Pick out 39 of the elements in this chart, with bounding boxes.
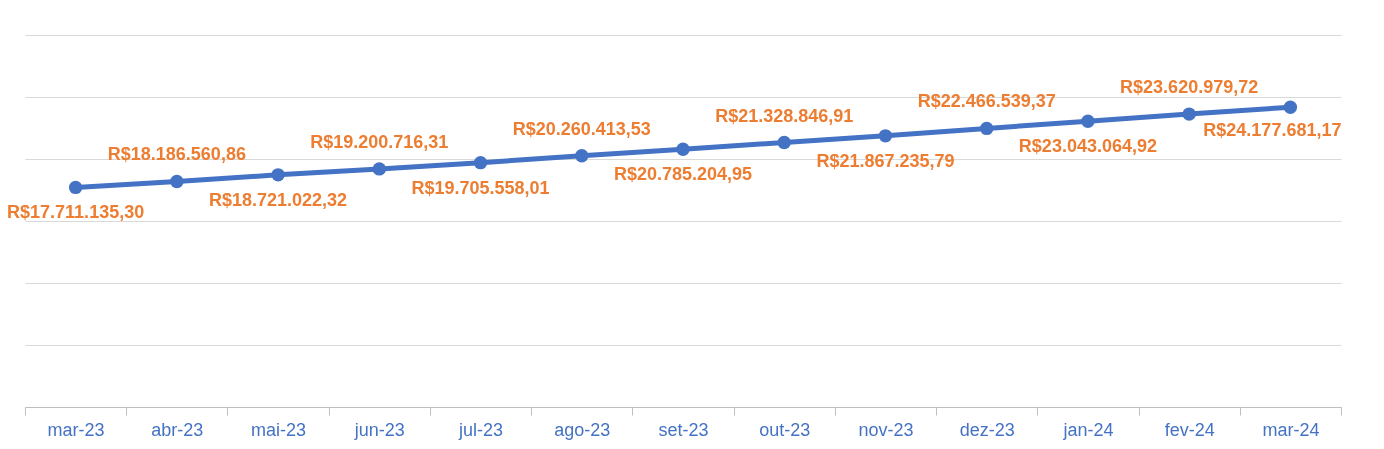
data-label: R$23.043.064,92 [1018,136,1157,157]
data-label: R$24.177.681,17 [1203,120,1342,141]
x-tick-label: abr-23 [151,419,204,440]
data-label: R$18.721.022,32 [209,189,348,210]
data-label: R$17.711.135,30 [7,202,145,223]
point [170,174,184,189]
point [979,121,994,136]
data-label: R$20.785.204,95 [613,164,753,185]
data-label: R$23.620.979,72 [1120,77,1259,98]
data-label: R$19.200.716,31 [310,131,449,152]
x-tick-label: mai-23 [251,419,307,440]
point [777,135,791,150]
x-tick-label: set-23 [658,419,709,440]
x-tick-label: jun-23 [353,419,405,440]
x-tick-label: mar-23 [47,419,105,440]
data-label: R$22.466.539,37 [917,91,1056,112]
point [1182,107,1196,121]
data-label: R$21.867.235,79 [816,150,955,171]
x-tick-label: jul-23 [458,419,504,440]
point [676,142,690,156]
point [372,162,387,176]
point [1081,114,1095,128]
data-label: R$21.328.846,91 [715,105,854,126]
data-label: R$20.260.413,53 [512,118,651,139]
point [473,155,488,170]
point [575,149,589,163]
x-tick-label: dez-23 [959,419,1015,440]
x-tick-label: nov-23 [858,419,914,440]
data-label: R$19.705.558,01 [411,177,550,198]
data-label: R$18.186.560,86 [107,144,246,165]
point [1283,100,1298,114]
point [68,180,83,195]
x-tick-label: fev-24 [1164,419,1215,440]
x-tick-label: mar-24 [1262,419,1320,440]
point [878,129,893,143]
x-tick-label: out-23 [759,419,811,440]
point [271,168,285,182]
x-tick-label: jan-24 [1062,419,1114,440]
x-tick-label: ago-23 [554,419,611,440]
